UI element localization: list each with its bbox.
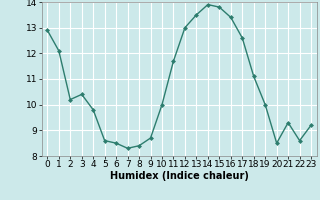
X-axis label: Humidex (Indice chaleur): Humidex (Indice chaleur) bbox=[110, 171, 249, 181]
